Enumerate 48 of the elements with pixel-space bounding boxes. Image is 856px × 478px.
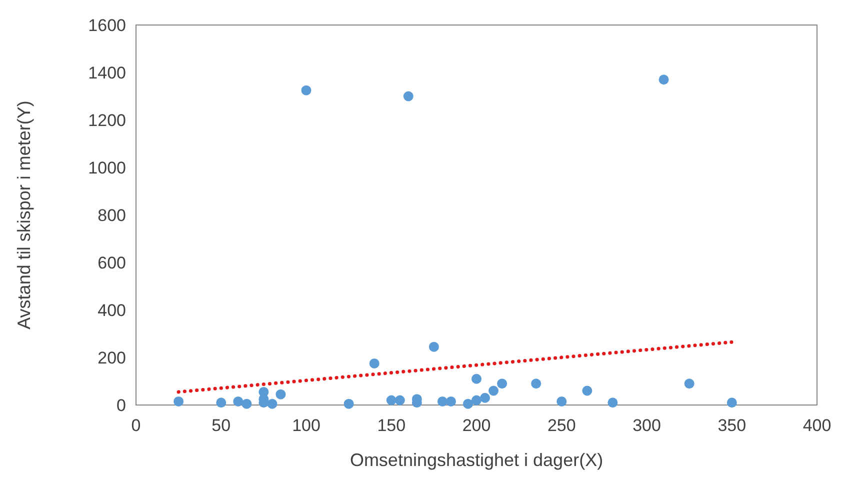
point (394, 395, 405, 406)
y-axis-title: Avstand til skispor i meter(Y) (14, 100, 34, 330)
x-tick-label: 200 (462, 416, 491, 435)
point (556, 396, 567, 406)
point (369, 358, 380, 368)
point (216, 398, 226, 408)
x-tick-label: 50 (212, 416, 231, 435)
point (658, 74, 669, 85)
point (608, 398, 618, 408)
point (462, 398, 473, 409)
point (472, 395, 482, 406)
y-tick-label: 1600 (88, 16, 126, 35)
point (582, 386, 592, 396)
x-tick-label: 300 (632, 416, 661, 435)
x-tick-label: 400 (802, 416, 832, 435)
point (472, 374, 482, 384)
point (684, 378, 694, 389)
point (488, 386, 499, 396)
point (267, 398, 278, 409)
y-tick-label: 1000 (88, 158, 126, 178)
point (531, 378, 542, 389)
x-tick-label: 0 (131, 416, 141, 435)
y-tick-label: 1200 (88, 111, 126, 130)
x-tick-label: 350 (718, 416, 746, 435)
point (726, 398, 737, 408)
point (437, 396, 448, 406)
point (242, 398, 252, 409)
point (233, 396, 244, 406)
point (344, 398, 354, 409)
x-tick-label: 250 (547, 416, 576, 435)
y-tick-label: 200 (98, 348, 126, 368)
x-tick-label: 100 (292, 416, 320, 435)
point (174, 396, 184, 406)
point (497, 378, 508, 389)
y-tick-label: 800 (98, 206, 126, 225)
point (301, 85, 312, 96)
y-tick-label: 400 (98, 301, 126, 320)
y-tick-label: 600 (98, 254, 126, 272)
x-axis-title: Omsetningshastighet i dager(X) (350, 450, 604, 470)
point (428, 342, 439, 352)
y-tick-label: 0 (116, 396, 126, 415)
point (446, 396, 456, 406)
point (480, 392, 490, 403)
point (386, 395, 396, 406)
y-tick-label: 1400 (88, 64, 126, 82)
point (403, 91, 414, 102)
x-tick-label: 150 (377, 416, 406, 435)
point (276, 389, 286, 400)
